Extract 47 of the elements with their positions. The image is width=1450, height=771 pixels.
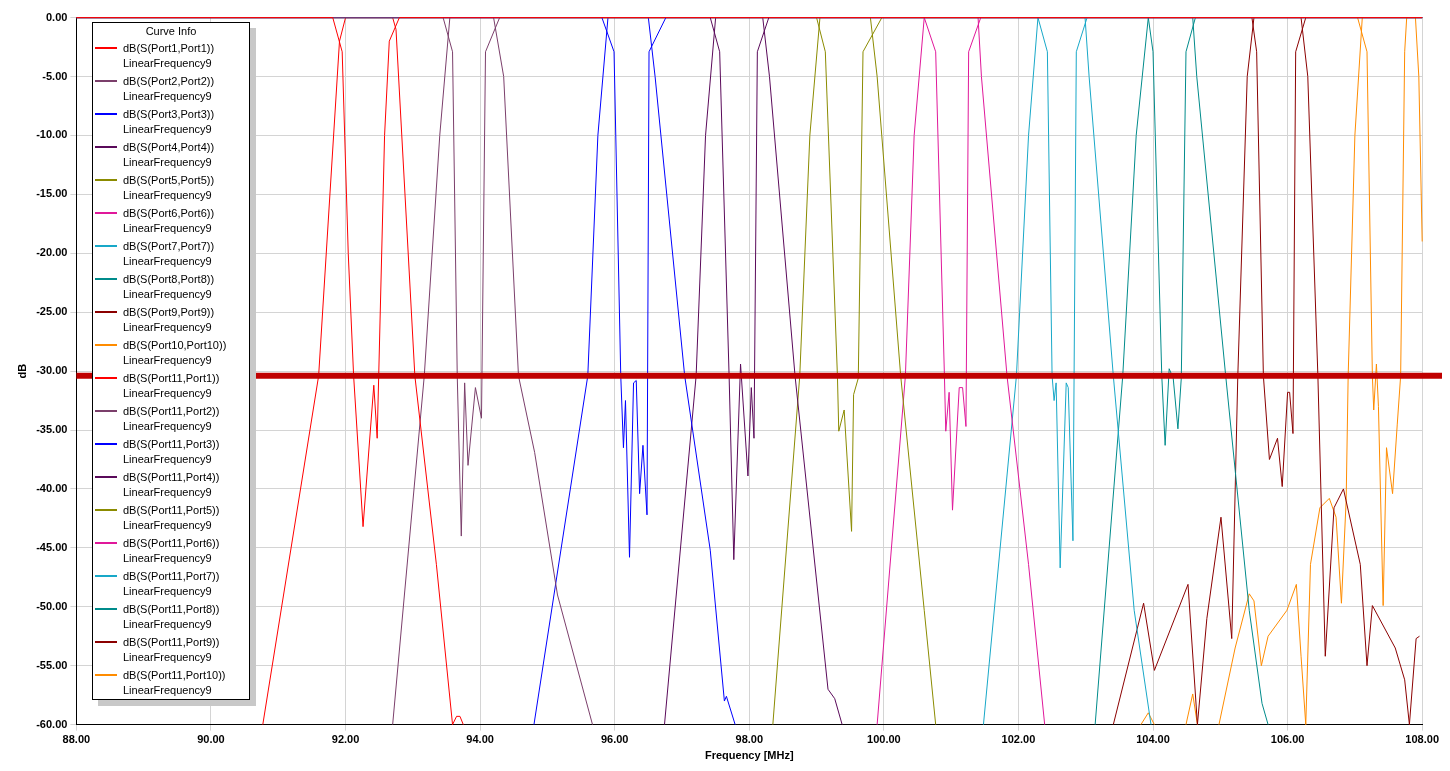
legend-label: dB(S(Port11,Port6)) LinearFrequency9 bbox=[123, 536, 220, 565]
legend-label: dB(S(Port10,Port10)) LinearFrequency9 bbox=[123, 338, 227, 367]
legend-label: dB(S(Port1,Port1)) LinearFrequency9 bbox=[123, 41, 215, 70]
legend-label: dB(S(Port11,Port7)) LinearFrequency9 bbox=[123, 569, 220, 598]
y-tick-label: 0.00 bbox=[45, 10, 68, 23]
legend-label: dB(S(Port7,Port7)) LinearFrequency9 bbox=[123, 239, 215, 268]
legend-label: dB(S(Port11,Port9)) LinearFrequency9 bbox=[123, 635, 220, 664]
x-axis-title: Frequency [MHz] bbox=[704, 749, 794, 762]
y-tick-label: -10.00 bbox=[36, 128, 68, 141]
x-tick-label: 102.00 bbox=[1001, 733, 1036, 746]
y-tick-label: -20.00 bbox=[36, 246, 68, 259]
x-tick-label: 96.00 bbox=[600, 733, 629, 746]
y-tick-label: -25.00 bbox=[36, 305, 68, 318]
legend-label: dB(S(Port5,Port5)) LinearFrequency9 bbox=[123, 173, 215, 202]
x-tick-label: 108.00 bbox=[1405, 733, 1440, 746]
legend-label: dB(S(Port11,Port8)) LinearFrequency9 bbox=[123, 602, 220, 631]
y-tick-label: -15.00 bbox=[36, 187, 68, 200]
x-tick-label: 106.00 bbox=[1270, 733, 1305, 746]
legend-label: dB(S(Port11,Port2)) LinearFrequency9 bbox=[123, 404, 220, 433]
legend-label: dB(S(Port3,Port3)) LinearFrequency9 bbox=[123, 107, 215, 136]
legend-label: dB(S(Port11,Port5)) LinearFrequency9 bbox=[123, 503, 220, 532]
x-tick-label: 92.00 bbox=[331, 733, 360, 746]
legend-label: dB(S(Port8,Port8)) LinearFrequency9 bbox=[123, 272, 215, 301]
legend-title: Curve Info bbox=[144, 24, 198, 39]
y-axis-title: dB bbox=[15, 363, 28, 379]
legend-label: dB(S(Port11,Port1)) LinearFrequency9 bbox=[123, 371, 220, 400]
x-tick-label: 90.00 bbox=[197, 733, 225, 746]
y-tick-label: -45.00 bbox=[36, 540, 68, 553]
y-tick-label: -50.00 bbox=[36, 599, 68, 612]
y-tick-label: -60.00 bbox=[36, 717, 68, 730]
y-tick-label: -40.00 bbox=[36, 481, 68, 494]
y-tick-label: -55.00 bbox=[36, 658, 68, 671]
legend-label: dB(S(Port11,Port3)) LinearFrequency9 bbox=[123, 437, 220, 466]
legend-label: dB(S(Port11,Port10)) LinearFrequency9 bbox=[123, 668, 226, 697]
legend-label: dB(S(Port4,Port4)) LinearFrequency9 bbox=[123, 140, 215, 169]
x-tick-label: 88.00 bbox=[62, 733, 91, 746]
x-tick-label: 94.00 bbox=[466, 733, 494, 746]
legend-label: dB(S(Port9,Port9)) LinearFrequency9 bbox=[123, 305, 215, 334]
x-tick-label: 98.00 bbox=[735, 733, 764, 746]
legend-label: dB(S(Port11,Port4)) LinearFrequency9 bbox=[123, 470, 220, 499]
x-tick-label: 100.00 bbox=[867, 733, 901, 746]
y-tick-label: -5.00 bbox=[42, 69, 68, 82]
y-tick-label: -35.00 bbox=[36, 423, 68, 436]
y-tick-label: -30.00 bbox=[36, 364, 68, 377]
legend-label: dB(S(Port2,Port2)) LinearFrequency9 bbox=[123, 74, 215, 103]
x-tick-label: 104.00 bbox=[1136, 733, 1170, 746]
legend-label: dB(S(Port6,Port6)) LinearFrequency9 bbox=[123, 206, 215, 235]
